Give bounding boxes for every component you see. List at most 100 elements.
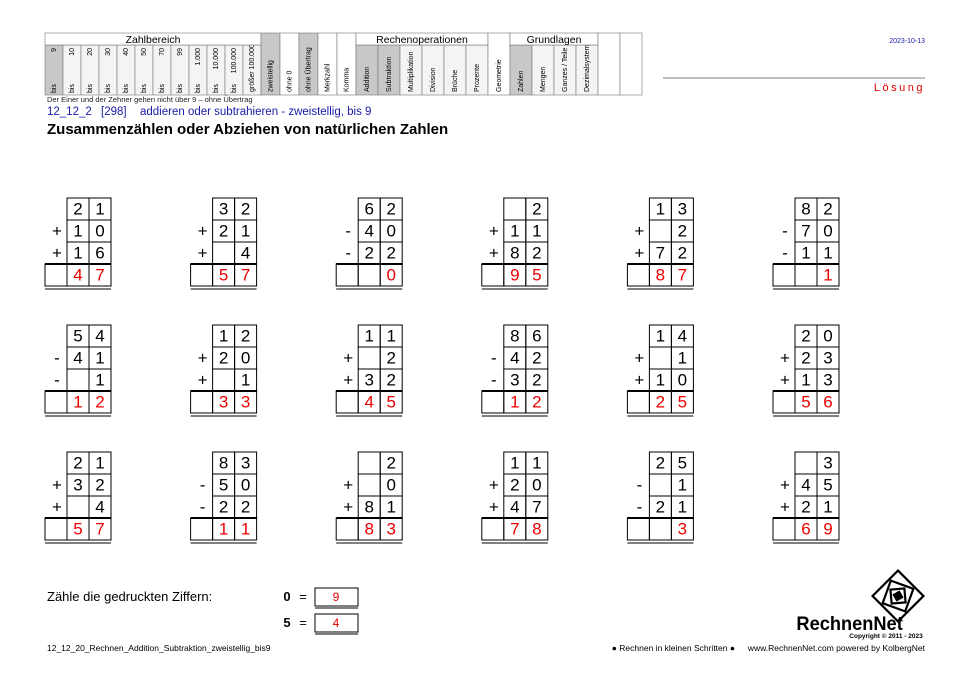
digit: 2 [656,453,665,472]
column-label: Geometrie [496,59,503,92]
digit: 1 [95,199,104,218]
digit: 1 [73,221,82,240]
result-digit: 8 [532,519,541,538]
range-prefix: bis [213,84,220,93]
result-digit: 5 [73,519,82,538]
digit: 5 [823,475,832,494]
footer-site: www.RechnenNet.com powered by KolbergNet [747,643,926,653]
digit: 1 [532,453,541,472]
digit: 2 [219,348,228,367]
digit: 1 [73,243,82,262]
result-digit: 1 [241,519,250,538]
digit: 5 [219,475,228,494]
operator: + [634,221,644,240]
operator: - [54,348,60,367]
answer-box [314,587,359,607]
operator: - [782,221,788,240]
result-digit: 3 [386,519,395,538]
problem: 3 + 4 5 + 2 16 9 [772,451,840,544]
digit: 0 [386,475,395,494]
range-label: 30 [105,48,112,56]
digit: 1 [823,243,832,262]
digit: 6 [532,326,541,345]
digit: 2 [532,243,541,262]
operator: + [52,497,62,516]
digit: 4 [241,243,250,262]
column-label: Ganzes / Teile [562,48,569,92]
section-title: Rechenoperationen [376,34,468,46]
digit: 2 [241,497,250,516]
digit: 2 [532,199,541,218]
range-label: 70 [159,48,166,56]
digit: 1 [532,221,541,240]
problem: 2 1+ 3 2+ 45 7 [44,451,112,544]
topic: addieren oder subtrahieren - zweistellig… [140,106,371,118]
digit: 2 [219,497,228,516]
digit: 0 [678,370,687,389]
digit: 1 [656,370,665,389]
result-digit: 6 [823,392,832,411]
range-prefix: bis [51,84,58,93]
digit: 7 [801,221,810,240]
digit: 0 [532,475,541,494]
digit: 1 [386,497,395,516]
digit: 0 [95,221,104,240]
problem: 2 0+ 2 3+ 1 35 6 [772,324,840,417]
range-prefix: bis [123,84,130,93]
digit: 2 [386,370,395,389]
operator: + [198,348,208,367]
operator: + [634,243,644,262]
digit: 1 [656,326,665,345]
digit: 4 [678,326,687,345]
problem: 2 + 0 + 8 18 3 [335,451,403,544]
digit: 6 [95,243,104,262]
digit: 8 [510,326,519,345]
digit: 2 [95,475,104,494]
operator: + [634,370,644,389]
range-prefix: bis [195,84,202,93]
operator: + [52,221,62,240]
digit: 0 [241,475,250,494]
digit: 0 [823,221,832,240]
operator: + [52,475,62,494]
result-digit: 0 [386,265,395,284]
range-prefix: bis [87,84,94,93]
digit: 1 [801,243,810,262]
date: 2023-10-13 [889,38,925,45]
problem: 1 4+ 1+ 1 02 5 [626,324,694,417]
operator: + [198,370,208,389]
column-label: größer 100.000 [249,44,256,92]
result-digit: 2 [95,392,104,411]
problem: 8 2- 7 0- 1 11 [772,197,840,290]
result-digit: 1 [219,519,228,538]
digit: 5 [678,453,687,472]
digit: 7 [532,497,541,516]
digit: 2 [386,348,395,367]
problem: 1 1+ 2 0+ 4 77 8 [481,451,549,544]
column-label: Komma [343,68,350,92]
result-digit: 2 [532,392,541,411]
range-prefix: bis [105,84,112,93]
digit: 2 [656,497,665,516]
digit: 2 [801,497,810,516]
digit: 2 [801,348,810,367]
result-digit: 5 [386,392,395,411]
digit: 4 [73,348,82,367]
digit: 2 [386,243,395,262]
digit: 5 [73,326,82,345]
digit: 2 [73,453,82,472]
digit: 4 [801,475,810,494]
result-digit: 7 [95,265,104,284]
operator: + [780,497,790,516]
operator: - [200,475,206,494]
operator: + [489,475,499,494]
result-digit: 7 [95,519,104,538]
digit: 1 [219,326,228,345]
digit: 2 [219,221,228,240]
logo: RechnenNet Copyright © 2011 - 2023 [796,568,926,640]
answer-box [314,613,359,633]
digit: 3 [219,199,228,218]
digit: 3 [823,453,832,472]
